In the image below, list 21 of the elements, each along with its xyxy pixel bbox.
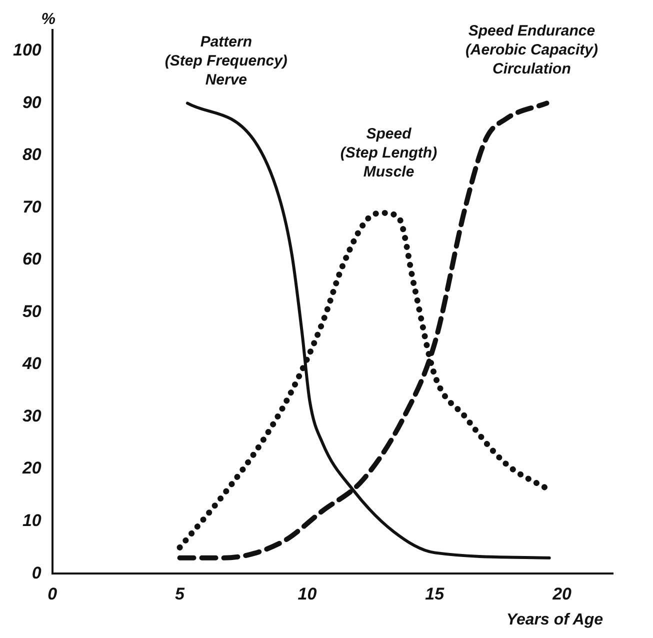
x-tick-label: 10: [298, 584, 318, 604]
x-tick-label: 5: [175, 584, 186, 604]
y-tick-label: 60: [22, 250, 42, 269]
x-tick-label: 0: [48, 584, 58, 604]
y-tick-label: 20: [21, 458, 42, 478]
x-axis-title: Years of Age: [506, 611, 604, 628]
y-tick-label: 80: [22, 145, 42, 164]
y-tick-label: 50: [22, 302, 42, 321]
y-tick-label: 70: [22, 197, 42, 216]
annotation: Speed Endurance (Aerobic Capacity) Circulation: [465, 22, 598, 78]
y-tick-label: 100: [12, 40, 42, 60]
annotation: Pattern (Step Frequency) Nerve: [164, 33, 288, 88]
x-tick-label: 15: [425, 584, 445, 604]
y-tick-label: 30: [22, 406, 42, 426]
y-tick-label: 40: [21, 354, 42, 374]
y-tick-label: 90: [22, 92, 42, 112]
y-tick-label: 10: [22, 511, 42, 530]
y-axis-title: %: [41, 11, 56, 28]
y-tick-label: 0: [32, 563, 42, 582]
x-tick-label: 20: [552, 584, 572, 604]
annotation: Speed (Step Length) Muscle: [340, 126, 438, 181]
